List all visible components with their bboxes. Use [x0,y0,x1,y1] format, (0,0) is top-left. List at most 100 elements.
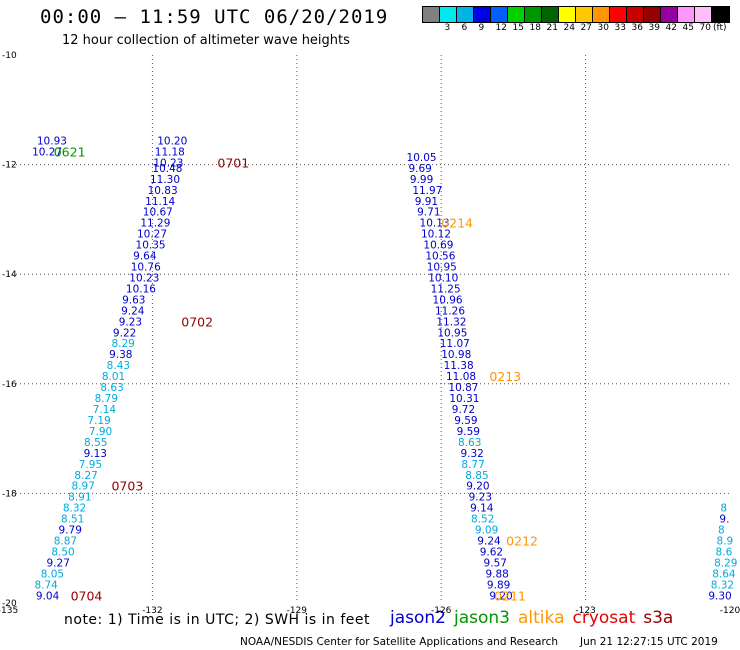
wave-height-value: 8.79 [95,393,118,405]
wave-height-value: 11.14 [145,196,175,208]
color-swatch-4 [491,7,508,22]
color-swatch-0 [423,7,440,22]
wave-height-value: 8.43 [107,360,130,372]
wave-height-value: 11.07 [440,338,470,350]
wave-height-value: 9.89 [487,579,510,591]
wave-height-value: 11.97 [412,185,442,197]
wave-height-value: 9.24 [121,305,145,317]
wave-height-value: 9. [719,514,729,526]
wave-height-value: 9.59 [457,426,480,438]
wave-height-value: 8.77 [461,459,484,471]
wave-height-value: 10.27 [137,229,167,241]
credit-line: NOAA/NESDIS Center for Satellite Applica… [240,636,558,648]
color-swatch-16 [695,7,712,22]
wave-height-value: 10.23 [129,272,159,284]
x-tick-label: -132 [142,606,162,616]
wave-height-value: 11.25 [431,283,461,295]
wave-height-value: 10.13 [420,218,450,230]
wave-height-value: 10.05 [407,152,437,164]
y-tick-label: -12 [2,161,17,171]
color-scale-label: 12 [495,23,507,33]
legend-entry-jason3: jason3 [454,608,510,628]
wave-height-value: 9.99 [410,174,433,186]
wave-height-value: 10.95 [437,327,467,339]
color-swatch-2 [457,7,474,22]
wave-height-value: 8.6 [716,546,733,558]
color-scale-label: 39 [648,23,660,33]
wave-height-value: 9.57 [484,557,507,569]
pass-label: 0704 [71,588,103,603]
wave-height-value: 10.93 [37,135,67,147]
y-tick-label: -14 [2,270,17,280]
x-tick-label: -120 [720,606,740,616]
wave-height-value: 10.35 [136,240,166,252]
color-swatch-8 [559,7,576,22]
color-swatch-10 [593,7,610,22]
footer-note: note: 1) Time is in UTC; 2) SWH is in fe… [64,612,371,628]
wave-height-value: 10.87 [448,382,478,394]
wave-height-value: 10.10 [428,272,458,284]
chart-subtitle: 12 hour collection of altimeter wave hei… [62,33,350,48]
legend-entry-altika: altika [518,608,565,628]
x-tick-label: -123 [575,606,595,616]
wave-height-value: 9.59 [454,415,477,427]
wave-height-value: 9.30 [708,590,731,602]
color-swatch-7 [542,7,559,22]
color-swatch-3 [474,7,491,22]
pass-label: 0211 [494,588,526,603]
x-tick-label: -129 [287,606,308,616]
wave-height-value: 7.19 [87,415,110,427]
wave-height-value: 8.50 [51,546,74,558]
wave-height-value: 8.97 [72,481,95,493]
wave-height-value: 9.62 [480,546,503,558]
wave-height-value: 10.95 [427,262,457,274]
wave-height-value: 8.52 [471,514,494,526]
wave-height-value: 9.23 [119,316,142,328]
wave-height-value: 9.20 [489,590,512,602]
color-scale-label: 3 [444,23,451,33]
wave-height-value: 11.30 [150,174,180,186]
color-scale-label: 15 [512,23,524,33]
wave-height-value: 10.69 [423,240,453,252]
wave-height-value: 10.23 [153,157,183,169]
x-tick-label: -126 [431,606,452,616]
wave-height-value: 10.96 [433,294,463,306]
color-swatch-1 [440,7,457,22]
wave-height-value: 10.16 [126,283,156,295]
color-swatch-14 [661,7,678,22]
color-swatch-6 [525,7,542,22]
legend-entry-jason2: jason2 [390,608,446,628]
color-scale-label: 70 [699,23,711,33]
wave-height-value: 10.31 [449,393,479,405]
wave-height-value: 9.69 [408,163,431,175]
wave-height-value: 9.91 [415,196,438,208]
pass-label: 0213 [489,369,521,384]
wave-height-value: 10.56 [425,251,455,263]
wave-height-value: 8.87 [54,536,77,548]
color-scale-label: 45 [682,23,694,33]
wave-height-value: 9.64 [133,251,157,263]
wave-height-value: 8.29 [714,557,737,569]
legend-entry-s3a: s3a [643,608,674,628]
pass-label: 0214 [441,216,473,231]
wave-height-value: 11.18 [155,146,185,158]
wave-height-value: 9.72 [452,404,475,416]
pass-label: 0212 [506,534,538,549]
wave-height-value: 9.14 [470,503,494,515]
color-swatch-5 [508,7,525,22]
wave-height-value: 10.27 [32,146,62,158]
pass-label: 0703 [111,479,143,494]
satellite-legend: jason2 jason3 altika cryosat s3a [390,608,681,628]
color-scale-label: 27 [580,23,592,33]
wave-height-value: 10.98 [441,349,471,361]
wave-height-value: 8.63 [100,382,123,394]
y-tick-label: -20 [2,599,17,609]
wave-height-value: 8 [720,503,727,515]
color-swatch-15 [678,7,695,22]
wave-height-value: 11.29 [140,218,170,230]
color-scale-labels: 3 6 9 12 15 18 21 24 27 30 33 36 39 42 45 70 (ft) [422,23,740,35]
wave-height-value: 9.24 [477,536,501,548]
wave-height-value: 11.08 [446,371,476,383]
wave-height-value: 9.27 [47,557,70,569]
